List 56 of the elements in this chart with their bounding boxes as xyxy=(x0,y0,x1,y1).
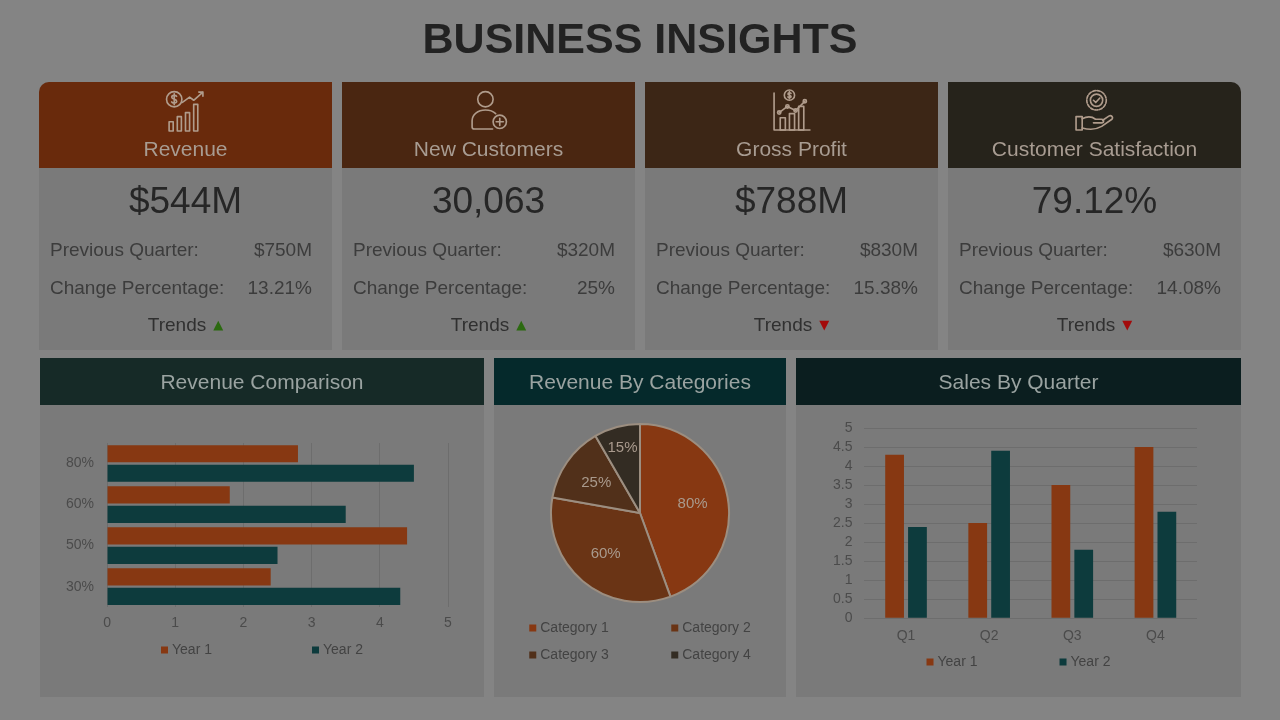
text: ▲ xyxy=(213,317,224,332)
text: $320M xyxy=(556,239,615,261)
text: Previous Quarter: xyxy=(959,239,1108,261)
chart-title: Sales By Quarter xyxy=(938,370,1099,393)
bar xyxy=(968,523,988,618)
text: ▼ xyxy=(1122,317,1133,332)
text: Previous Quarter: xyxy=(656,239,805,261)
bar xyxy=(107,568,271,586)
bar xyxy=(107,445,298,463)
bar xyxy=(991,450,1010,618)
text: Change Percentage: xyxy=(959,277,1134,299)
text: $750M xyxy=(253,239,312,261)
text: 25% xyxy=(576,277,615,299)
text: ▲ xyxy=(516,317,527,332)
text: Trends xyxy=(753,314,813,335)
data-label: 60% xyxy=(590,544,621,562)
text: $544M xyxy=(128,180,243,221)
text: $630M xyxy=(1162,239,1221,261)
bar xyxy=(107,464,414,482)
bar xyxy=(107,505,346,523)
text: Revenue xyxy=(143,137,228,160)
text: 30,063 xyxy=(431,180,546,221)
text: $788M xyxy=(734,180,849,221)
text: Previous Quarter: xyxy=(353,239,502,261)
bar xyxy=(107,486,230,504)
text: 14.08% xyxy=(1156,277,1221,299)
data-label: 15% xyxy=(607,437,638,455)
text: 79.12% xyxy=(1031,180,1158,221)
bar xyxy=(107,587,401,605)
chart-title: Revenue By Categories xyxy=(529,370,751,393)
text: Gross Profit xyxy=(736,137,847,160)
text: 15.38% xyxy=(853,277,918,299)
text: Trends xyxy=(450,314,510,335)
bar xyxy=(1134,447,1154,618)
bar xyxy=(107,527,408,545)
bar xyxy=(885,454,904,618)
data-label: 25% xyxy=(581,472,612,490)
text: $830M xyxy=(859,239,918,261)
text: Customer Satisfaction xyxy=(991,137,1198,160)
text: 13.21% xyxy=(247,277,312,299)
text: Change Percentage: xyxy=(353,277,528,299)
bar xyxy=(908,526,927,618)
text: Previous Quarter: xyxy=(50,239,199,261)
data-label: 80% xyxy=(677,493,708,511)
text: Trends xyxy=(147,314,207,335)
bar xyxy=(107,546,278,564)
bar xyxy=(1051,485,1071,618)
text: Change Percentage: xyxy=(656,277,831,299)
bar xyxy=(1157,511,1177,618)
bar xyxy=(1074,549,1094,618)
text: ▼ xyxy=(819,317,830,332)
text: BUSINESS INSIGHTS xyxy=(422,14,858,62)
text: Change Percentage: xyxy=(50,277,225,299)
text: Trends xyxy=(1056,314,1116,335)
chart-title: Revenue Comparison xyxy=(160,370,364,393)
text: New Customers xyxy=(413,137,564,160)
